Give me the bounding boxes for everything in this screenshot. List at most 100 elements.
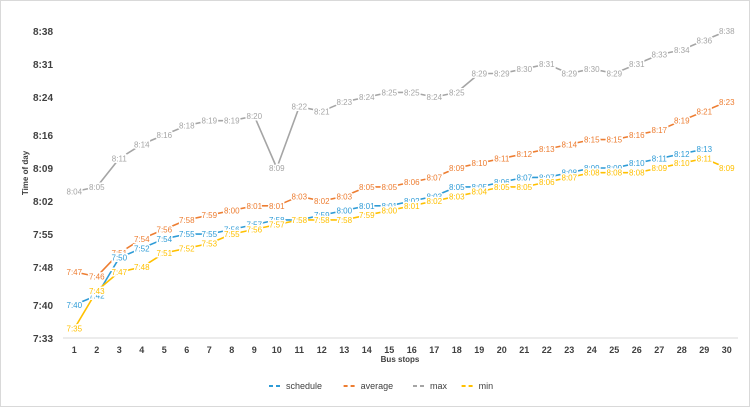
data-label-max: 8:04: [67, 188, 83, 197]
data-label-max: 8:29: [472, 70, 488, 79]
data-label-average: 8:12: [517, 150, 533, 159]
data-label-min: 7:47: [112, 268, 128, 277]
x-tick-label: 5: [162, 345, 167, 355]
x-tick-label: 7: [207, 345, 212, 355]
data-label-max: 8:31: [629, 60, 645, 69]
data-label-min: 7:48: [134, 263, 150, 272]
x-tick-label: 26: [632, 345, 642, 355]
legend-item-max[interactable]: max: [413, 381, 448, 391]
data-label-max: 8:22: [292, 103, 308, 112]
data-label-schedule: 8:01: [359, 202, 375, 211]
data-label-average: 8:03: [337, 192, 353, 201]
data-label-min: 7:58: [292, 216, 308, 225]
data-label-average: 8:09: [449, 164, 465, 173]
data-label-max: 8:25: [404, 88, 420, 97]
data-label-max: 8:25: [382, 88, 398, 97]
data-label-max: 8:19: [224, 117, 240, 126]
x-tick-label: 9: [252, 345, 257, 355]
data-label-max: 8:38: [719, 27, 735, 36]
data-label-schedule: 7:40: [67, 301, 83, 310]
data-label-min: 8:07: [562, 173, 578, 182]
data-label-average: 8:11: [494, 155, 510, 164]
data-label-max: 8:29: [607, 70, 623, 79]
data-label-max: 8:18: [179, 122, 195, 131]
legend[interactable]: schedule average max min: [269, 381, 493, 391]
data-label-schedule: 8:05: [449, 183, 465, 192]
data-label-average: 8:13: [539, 145, 555, 154]
y-tick-label: 7:33: [33, 334, 53, 345]
data-label-min: 7:59: [359, 211, 375, 220]
y-axis-title: Time of day: [21, 150, 30, 195]
data-label-average: 7:58: [179, 216, 195, 225]
data-label-average: 8:10: [472, 159, 488, 168]
x-tick-label: 30: [722, 345, 732, 355]
data-label-min: 7:56: [247, 225, 263, 234]
data-label-min: 8:09: [719, 164, 735, 173]
data-label-min: 7:53: [202, 240, 218, 249]
data-label-min: 8:05: [494, 183, 510, 192]
x-tick-label: 17: [429, 345, 439, 355]
x-tick-label: 22: [542, 345, 552, 355]
y-tick-label: 8:38: [33, 27, 53, 38]
data-label-max: 8:09: [269, 164, 285, 173]
data-label-average: 7:47: [67, 268, 83, 277]
data-label-average: 8:19: [674, 117, 690, 126]
data-label-average: 8:15: [607, 136, 623, 145]
x-tick-label: 14: [362, 345, 372, 355]
x-tick-label: 6: [184, 345, 189, 355]
legend-item-schedule[interactable]: schedule: [269, 381, 322, 391]
x-tick-label: 18: [452, 345, 462, 355]
data-label-min: 7:55: [224, 230, 240, 239]
data-label-max: 8:30: [517, 65, 533, 74]
data-label-average: 8:01: [247, 202, 263, 211]
data-label-min: 8:08: [629, 169, 645, 178]
x-tick-label: 24: [587, 345, 597, 355]
x-tick-label: 3: [117, 345, 122, 355]
legend-label-min: min: [479, 381, 494, 391]
x-tick-label: 8: [229, 345, 234, 355]
data-label-average: 8:17: [652, 126, 668, 135]
x-tick-label: 27: [654, 345, 664, 355]
data-label-min: 8:01: [404, 202, 420, 211]
x-tick-label: 11: [294, 345, 304, 355]
data-label-average: 8:00: [224, 207, 240, 216]
data-label-min: 8:10: [674, 159, 690, 168]
legend-item-min[interactable]: min: [462, 381, 494, 391]
data-label-average: 8:16: [629, 131, 645, 140]
x-tick-label: 10: [272, 345, 282, 355]
data-label-max: 8:33: [652, 51, 668, 60]
x-tick-label: 15: [384, 345, 394, 355]
data-label-average: 8:03: [292, 192, 308, 201]
x-tick-label: 29: [699, 345, 709, 355]
y-tick-label: 8:31: [33, 60, 53, 71]
data-label-max: 8:31: [539, 60, 555, 69]
data-label-schedule: 8:10: [629, 159, 645, 168]
data-label-max: 8:24: [359, 93, 375, 102]
legend-item-average[interactable]: average: [344, 381, 394, 391]
x-tick-label: 19: [474, 345, 484, 355]
data-label-average: 8:21: [697, 107, 713, 116]
x-tick-label: 13: [339, 345, 349, 355]
x-tick-label: 25: [609, 345, 619, 355]
x-tick-label: 21: [519, 345, 529, 355]
data-label-average: 7:56: [157, 225, 173, 234]
data-label-average: 8:06: [404, 178, 420, 187]
data-label-min: 8:03: [449, 192, 465, 201]
data-label-max: 8:36: [697, 36, 713, 45]
data-label-max: 8:25: [449, 88, 465, 97]
legend-label-schedule: schedule: [286, 381, 322, 391]
data-label-max: 8:16: [157, 131, 173, 140]
data-label-min: 8:05: [517, 183, 533, 192]
data-label-min: 8:00: [382, 207, 398, 216]
data-label-schedule: 7:54: [157, 235, 173, 244]
data-label-average: 8:15: [584, 136, 600, 145]
x-tick-label: 20: [497, 345, 507, 355]
data-label-schedule: 8:13: [697, 145, 713, 154]
x-axis-title: Bus stops: [381, 355, 420, 364]
data-label-min: 7:51: [157, 249, 173, 258]
data-label-max: 8:29: [562, 70, 578, 79]
series-layer: [74, 31, 727, 329]
